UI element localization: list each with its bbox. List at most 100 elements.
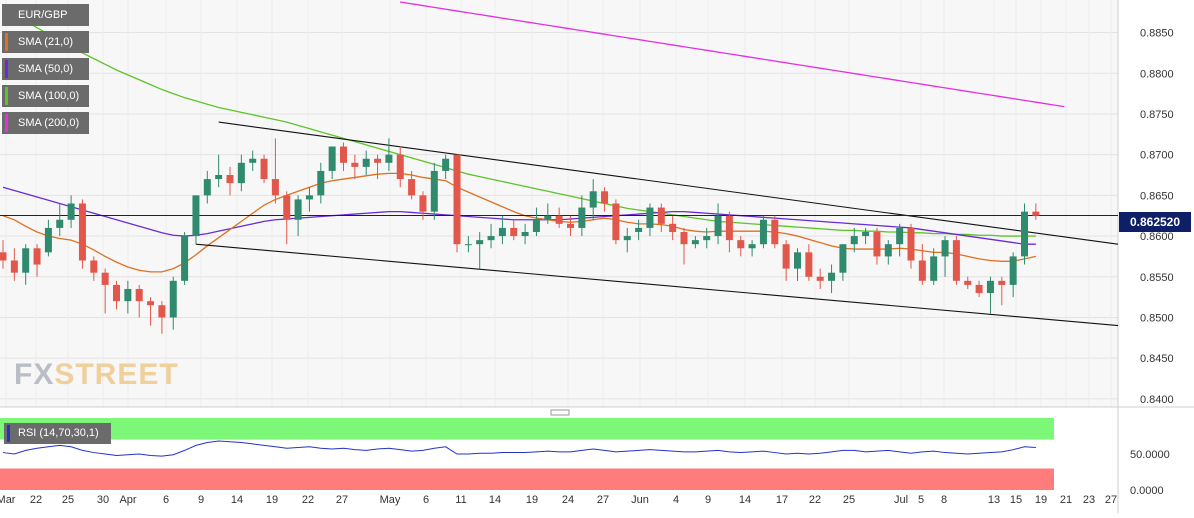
candle-body xyxy=(635,227,643,232)
x-tick-label: 19 xyxy=(1035,494,1047,506)
x-tick-label: 27 xyxy=(597,494,609,506)
candle-body xyxy=(33,248,41,265)
x-tick-label: 9 xyxy=(198,494,204,506)
x-tick-label: Apr xyxy=(119,494,136,506)
candle-body xyxy=(419,195,427,212)
candle-body xyxy=(964,280,972,285)
last-price-tag: 0.862520 xyxy=(1119,212,1191,232)
candle-body xyxy=(998,280,1006,285)
candle-body xyxy=(124,288,132,302)
legend-sma50[interactable]: SMA (50,0) xyxy=(2,58,90,80)
x-tick-label: 24 xyxy=(562,494,574,506)
y-axis: 0.8400 0.8450 0.8500 0.8550 0.8600 0.8650 0.87… xyxy=(1140,28,1174,406)
sma100-label: SMA (100,0) xyxy=(18,90,80,102)
x-tick-label: 14 xyxy=(231,494,243,506)
candle-body xyxy=(215,175,223,180)
candle-body xyxy=(317,170,325,196)
rsi-label: RSI (14,70,30,1) xyxy=(18,427,99,439)
x-tick-label: 23 xyxy=(1083,494,1095,506)
candle-body xyxy=(703,236,711,241)
sma21-swatch-icon xyxy=(5,33,8,51)
candle-body xyxy=(249,158,257,163)
candle-body xyxy=(135,288,143,302)
y-tick-label: 0.8750 xyxy=(1140,109,1174,121)
trendline xyxy=(218,121,1119,245)
y-tick-label: 0.8550 xyxy=(1140,272,1174,284)
candle-body xyxy=(396,154,404,180)
candle-body xyxy=(203,179,211,196)
sma21-line xyxy=(2,172,1036,273)
x-tick-label: 19 xyxy=(526,494,538,506)
legend-sma21[interactable]: SMA (21,0) xyxy=(2,31,90,53)
candle-body xyxy=(725,215,733,241)
candle-body xyxy=(476,240,484,245)
rsi-tick-label: 50.0000 xyxy=(1130,449,1170,461)
candle-body xyxy=(794,252,801,269)
candle-body xyxy=(408,179,416,196)
moving-averages xyxy=(2,1,1065,273)
candle-body xyxy=(828,272,836,281)
trendline xyxy=(195,243,1119,327)
y-tick-label: 0.8850 xyxy=(1140,28,1174,40)
candle-body xyxy=(101,272,109,285)
rsi-legend[interactable]: RSI (14,70,30,1) xyxy=(4,423,111,444)
sma200-label: SMA (200,0) xyxy=(18,117,80,129)
candle-body xyxy=(44,227,52,253)
candle-body xyxy=(340,146,347,163)
candle-body xyxy=(22,248,30,273)
candle-body xyxy=(10,260,18,273)
candle-body xyxy=(498,227,506,237)
rsi-panel: 0.0000 50.0000 xyxy=(0,409,1170,497)
candle-body xyxy=(181,236,189,281)
candle-body xyxy=(147,301,155,306)
candle-body xyxy=(192,195,200,237)
candle-body xyxy=(941,240,949,257)
candle-body xyxy=(850,236,858,245)
candle-body xyxy=(56,219,64,228)
candle-body xyxy=(986,280,994,294)
sma50-swatch-icon xyxy=(5,60,8,78)
candle-body xyxy=(544,215,552,220)
x-tick-label: 22 xyxy=(302,494,314,506)
legend-symbol[interactable]: EUR/GBP xyxy=(2,4,90,26)
sma100-swatch-icon xyxy=(5,87,8,105)
candle-body xyxy=(839,244,847,273)
candle-body xyxy=(873,231,881,257)
candle-body xyxy=(975,284,983,294)
x-tick-label: 27 xyxy=(1105,494,1117,506)
candle-body xyxy=(453,154,461,245)
candle-body xyxy=(78,203,86,261)
x-tick-label: 14 xyxy=(739,494,751,506)
candle-body xyxy=(907,227,915,261)
rsi-line xyxy=(2,440,1036,457)
logo-fx: FX xyxy=(14,358,55,391)
y-tick-label: 0.8600 xyxy=(1140,231,1174,243)
x-tick-label: 30 xyxy=(97,494,109,506)
sma50-label: SMA (50,0) xyxy=(18,63,74,75)
candle-body xyxy=(782,244,790,269)
candle-body xyxy=(930,256,938,281)
candle-body xyxy=(328,146,336,171)
candle-body xyxy=(669,223,677,232)
candle-body xyxy=(952,240,960,281)
x-tick-label: 22 xyxy=(30,494,42,506)
candle-body xyxy=(918,260,926,281)
x-tick-label: 6 xyxy=(423,494,429,506)
candle-body xyxy=(260,158,268,180)
candle-body xyxy=(657,207,665,224)
x-tick-label: 11 xyxy=(455,494,466,506)
logo-street: STREET xyxy=(54,358,179,391)
candle-body xyxy=(362,158,370,167)
legend-sma100[interactable]: SMA (100,0) xyxy=(2,85,90,107)
candle-body xyxy=(1021,211,1028,257)
candle-body xyxy=(1032,211,1040,216)
candle-body xyxy=(601,191,609,204)
candle-body xyxy=(748,244,756,249)
candle-body xyxy=(816,276,824,281)
legend-sma200[interactable]: SMA (200,0) xyxy=(2,112,90,134)
candle-body xyxy=(862,231,870,237)
y-tick-label: 0.8650 xyxy=(1140,190,1174,202)
